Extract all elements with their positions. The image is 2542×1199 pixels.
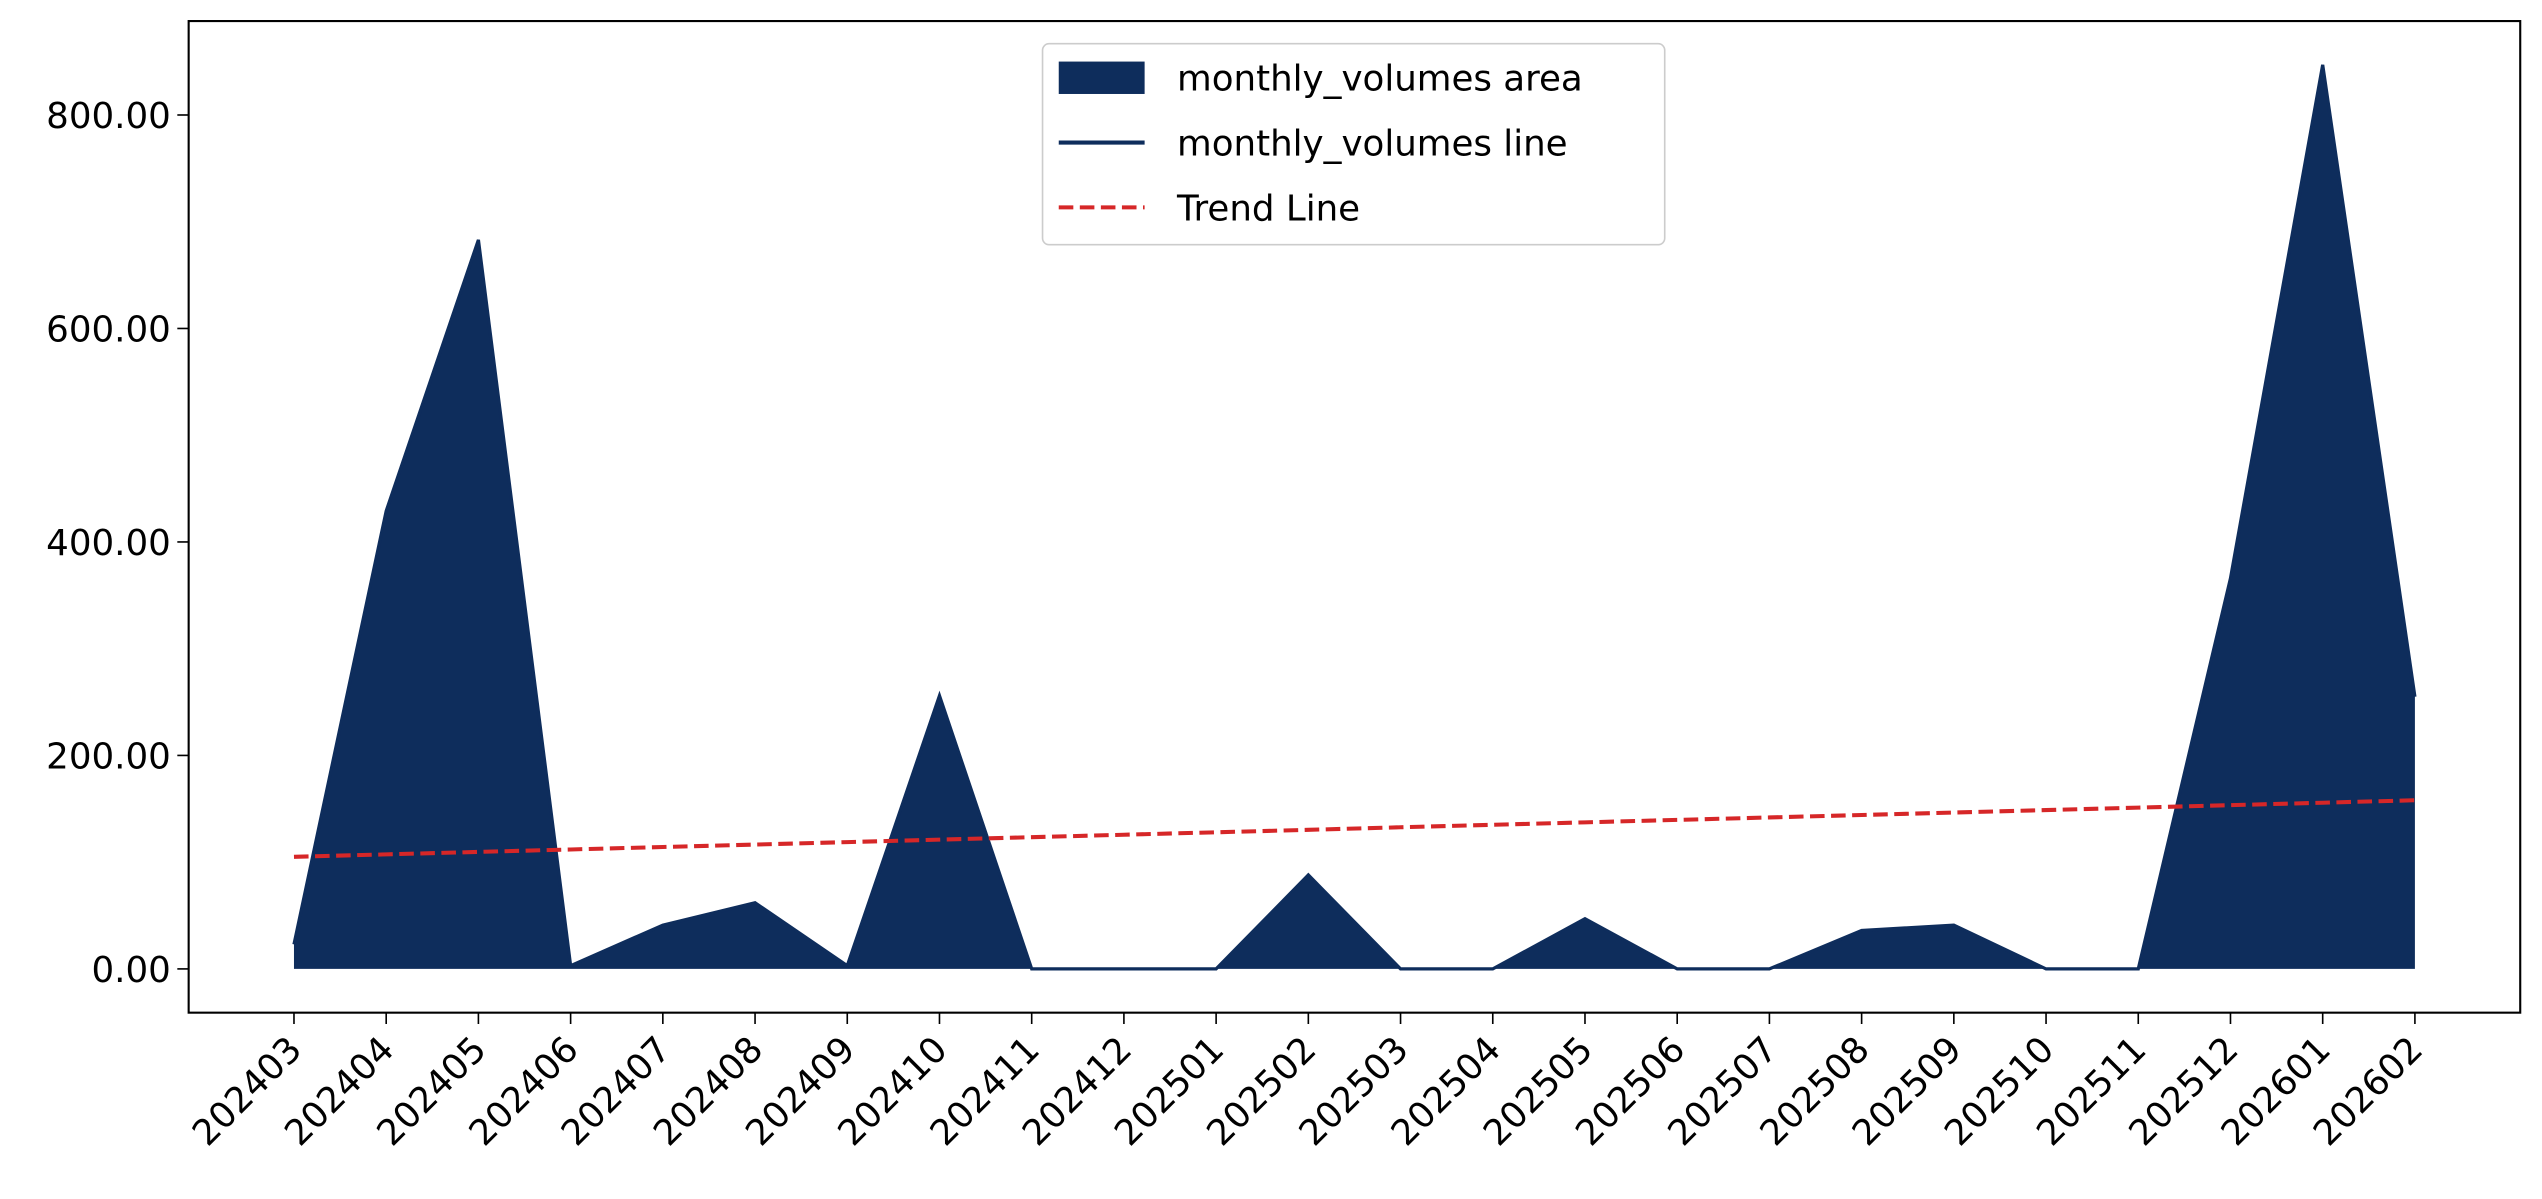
y-tick-label: 400.00 [46, 523, 171, 564]
line [292, 64, 2417, 971]
area [293, 64, 2415, 969]
legend-swatch [1058, 61, 1145, 94]
y-tick-label: 0.00 [92, 950, 171, 991]
legend [1041, 42, 1666, 246]
legend-label: monthly_volumes area [1177, 59, 1583, 100]
trend-line [293, 798, 2415, 859]
legend-label: monthly_volumes line [1177, 124, 1568, 165]
legend-label: Trend Line [1176, 188, 1360, 229]
y-tick-label: 600.00 [46, 309, 171, 350]
plot-frame [187, 20, 2522, 1014]
y-tick-label: 800.00 [46, 96, 171, 137]
y-tick-label: 200.00 [46, 736, 171, 777]
